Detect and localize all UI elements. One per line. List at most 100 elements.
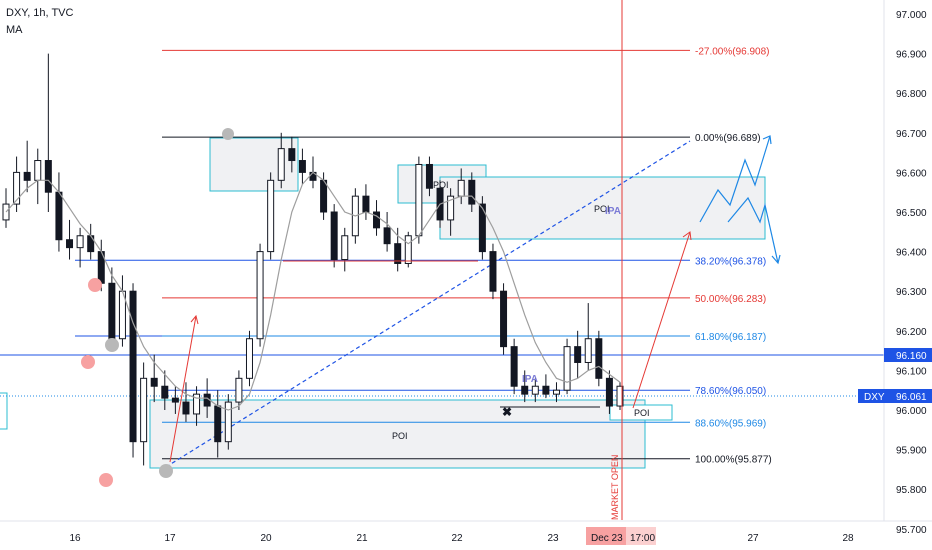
candle [320,172,328,220]
poi-zone-left [0,392,8,430]
fib-level-label: 0.00%(96.689) [695,133,761,144]
candle-body [320,179,328,213]
time-tick-label: 28 [842,533,854,544]
swing-marker [88,278,102,292]
candle-body [288,148,296,162]
candle-body [616,385,624,407]
swing-marker [99,473,113,487]
poi-zone-lower [149,399,646,469]
last-price-symbol: DXY [864,392,885,403]
candle-body [552,389,560,395]
candle-body [341,235,349,261]
fib-level-label: 61.80%(96.187) [695,332,766,343]
price-tick-label: 96.800 [896,89,927,100]
candle-body [76,235,84,249]
candle [362,184,370,220]
symbol-title: DXY, 1h, TVC [6,7,74,19]
candle [23,140,31,193]
last-price-badge [886,389,932,403]
fib-level-label: 50.00%(96.283) [695,294,766,305]
candle-body [500,290,508,348]
candle-body [140,377,148,443]
candle-body [193,393,201,415]
candle [298,148,306,185]
ma-line [5,171,621,411]
candle-body [161,385,169,399]
candle [87,223,95,260]
time-highlight-badge [626,527,656,545]
time-highlight-date: Dec 23 [591,533,623,544]
price-axis-bg[interactable] [884,0,932,550]
candle [415,156,423,244]
time-axis[interactable]: 16 17 20 21 22 23 27 28 [69,533,854,544]
candle [245,330,253,387]
arrow-head-icon [682,231,692,241]
fib-level-label: 38.20%(96.378) [695,256,766,267]
price-tick-label: 96.400 [896,248,927,259]
candle-body [277,148,285,181]
candle [425,156,433,197]
swing-marker [81,355,95,369]
candle [574,330,582,379]
red-arrow-up-left [169,315,197,463]
candle-body [129,290,137,443]
price-tick-label: 96.200 [896,327,927,338]
candle [605,370,613,414]
candle [129,283,137,458]
trend-line [165,140,691,468]
candle-body [605,377,613,407]
fib-level-label: -27.00%(96.908) [695,46,770,57]
candle-body [563,346,571,391]
time-tick-label: 27 [747,533,759,544]
candle [330,204,338,268]
candle-body [267,179,275,253]
candle-body [584,338,592,363]
candle [267,172,275,260]
candle-body [542,385,550,395]
price-tick-label: 96.600 [896,168,927,179]
candle [55,172,63,252]
candle [256,243,264,347]
price-tick-label: 96.000 [896,406,927,417]
candle-body [383,227,391,245]
candle [521,370,529,403]
candle [193,386,201,426]
swing-marker [159,464,173,478]
ma-indicator-label[interactable]: MA [6,24,23,36]
projection-path-down [727,196,779,264]
candle-body [468,179,476,205]
price-axis[interactable]: 97.000 96.900 96.800 96.700 96.600 96.500 96.4… [896,10,927,536]
projection-path-up [699,135,771,223]
candle-body [245,338,253,379]
last-price-value: 96.061 [896,392,927,403]
ipa-label: IPA [522,374,538,385]
candle-body [425,163,433,189]
candle-body [214,405,222,443]
candle [161,370,169,410]
candle-body [34,160,42,181]
candle-body [394,243,402,264]
time-tick-label: 17 [164,533,176,544]
candle-body [373,211,381,229]
price-tick-label: 95.700 [896,525,927,536]
candle-body [235,377,243,403]
candle [404,231,412,268]
price-tick-label: 95.900 [896,446,927,457]
fib-level-label: 88.60%(95.969) [695,418,766,429]
candle [383,212,391,252]
candle [468,172,476,212]
arrow-head-icon [771,254,781,265]
candle [2,188,10,228]
poi-zone-small [609,404,673,421]
candle-body [23,171,31,181]
candle [13,156,21,212]
candle [182,382,190,422]
candle [542,374,550,399]
marked-price-value: 96.160 [896,351,927,362]
time-tick-label: 21 [356,533,368,544]
candle [595,330,603,387]
candle [66,219,74,260]
price-tick-label: 96.500 [896,208,927,219]
candle-body [457,179,465,197]
